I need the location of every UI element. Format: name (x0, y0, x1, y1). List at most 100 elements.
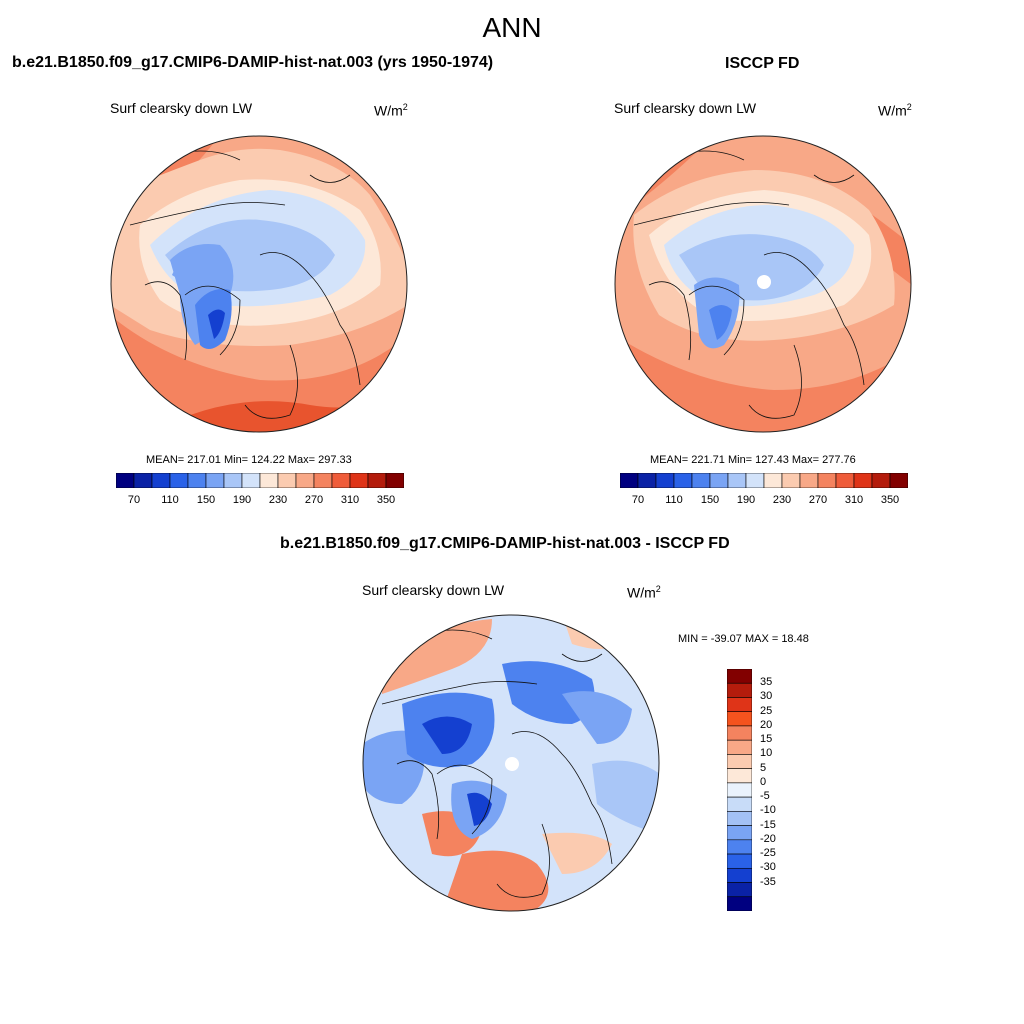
panel3-colorbar-swatch (726, 725, 753, 741)
panel3-colorbar-swatch (726, 711, 753, 727)
panel2-colorbar-swatch (655, 472, 675, 489)
panel3-units: W/m2 (627, 584, 661, 601)
panel2-units: W/m2 (878, 102, 912, 119)
panel1-colorbar-swatch (349, 472, 369, 489)
panel1-stats: MEAN= 217.01 Min= 124.22 Max= 297.33 (146, 454, 352, 466)
panel3-colorbar-swatch (726, 825, 753, 841)
panel1-colorbar-ticks: 70 110 150 190 230 270 310 350 (116, 494, 404, 508)
panel3-colorbar-tick-label: 35 (760, 676, 773, 689)
panel2-polar-map (614, 135, 912, 433)
panel3-colorbar-tick-label: -15 (760, 818, 776, 831)
panel2-colorbar-swatch (781, 472, 801, 489)
panel1-colorbar-swatch (187, 472, 207, 489)
panel1-title: b.e21.B1850.f09_g17.CMIP6-DAMIP-hist-nat… (12, 54, 494, 71)
panel3-colorbar-tick-label: -30 (760, 861, 776, 874)
panel1-colorbar-tick-label: 110 (161, 494, 179, 506)
panel2-colorbar-ticks: 70 110 150 190 230 270 310 350 (620, 494, 908, 508)
panel1-colorbar-swatches (115, 472, 405, 489)
panel3-colorbar-swatch (726, 668, 753, 684)
panel3-colorbar-tick-label: 10 (760, 747, 773, 760)
panel2-variable-label: Surf clearsky down LW (614, 100, 757, 116)
panel3-colorbar-tick-label: -10 (760, 804, 776, 817)
panel1-colorbar-swatch (259, 472, 279, 489)
panel3-colorbar-tick-label: 0 (760, 775, 767, 788)
panel2-colorbar-tick-label: 150 (700, 494, 720, 506)
panel2-stats: MEAN= 221.71 Min= 127.43 Max= 277.76 (650, 454, 856, 466)
panel1-colorbar-tick-label: 350 (376, 494, 396, 506)
panel2-colorbar-swatch (853, 472, 873, 489)
panel3-colorbar (726, 668, 753, 912)
panel1-colorbar-tick-label: 190 (232, 494, 252, 506)
panel3-colorbar-swatch (726, 682, 753, 698)
panel2-colorbar-swatch (871, 472, 891, 489)
panel1-colorbar-swatch (313, 472, 333, 489)
panel1-colorbar-swatch (205, 472, 225, 489)
panel1-colorbar-tick-label: 270 (304, 494, 324, 506)
panel3-colorbar-tick-label: 30 (760, 690, 773, 703)
panel2-colorbar-swatch (619, 472, 639, 489)
panel1-colorbar-swatch (385, 472, 405, 489)
panel3-title: b.e21.B1850.f09_g17.CMIP6-DAMIP-hist-nat… (280, 535, 730, 552)
panel3-colorbar-swatch (726, 811, 753, 826)
panel1-colorbar-swatch (367, 472, 387, 489)
panel1-colorbar-tick-label: 310 (340, 494, 360, 506)
panel2-colorbar-swatch (637, 472, 657, 489)
panel1-polar-map (110, 135, 408, 433)
panel3-colorbar-tick-label: 20 (760, 718, 773, 731)
panel1-colorbar-swatch (169, 472, 189, 489)
panel2-colorbar-swatch (691, 472, 711, 489)
panel1-colorbar-swatch (331, 472, 351, 489)
panel2-colorbar-tick-label: 70 (631, 494, 645, 506)
panel3-stats: MIN = -39.07 MAX = 18.48 (678, 633, 809, 645)
panel3-colorbar-tick-label: -35 (760, 875, 776, 888)
panel3-colorbar-swatch (726, 896, 753, 912)
panel3-colorbar-tick-label: 5 (760, 761, 767, 774)
panel1-units: W/m2 (374, 102, 408, 119)
panel3-colorbar-swatch (726, 867, 753, 883)
panel3-colorbar-tick-label: 25 (760, 704, 773, 717)
panel3-colorbar-tick-label: -20 (760, 832, 776, 845)
panel2-colorbar-tick-label: 350 (880, 494, 900, 506)
panel2-colorbar-swatch (763, 472, 783, 489)
panel3-colorbar-swatch (726, 754, 753, 769)
panel2-colorbar-swatches (619, 472, 909, 489)
panel1-colorbar-swatch (241, 472, 261, 489)
panel3-polar-map (362, 614, 660, 912)
panel1-colorbar-swatch (223, 472, 243, 489)
panel2-colorbar-tick-label: 230 (772, 494, 792, 506)
panel3-colorbar-swatch (726, 782, 753, 798)
panel3-colorbar-swatches (726, 668, 753, 912)
panel2-colorbar (619, 472, 909, 489)
panel3-colorbar-tick-label: 15 (760, 733, 773, 746)
panel2-colorbar-swatch (835, 472, 855, 489)
panel3-colorbar-tick-label: -25 (760, 847, 776, 860)
panel1-colorbar-tick-label: 70 (127, 494, 141, 506)
main-title: ANN (482, 12, 542, 43)
panel3-colorbar-swatch (726, 839, 753, 855)
panel1-colorbar (115, 472, 405, 489)
panel2-title: ISCCP FD (725, 55, 800, 72)
panel3-colorbar-swatch (726, 853, 753, 869)
panel1-colorbar-swatch (133, 472, 153, 489)
panel2-colorbar-tick-label: 310 (844, 494, 864, 506)
panel3-colorbar-tick-label: -5 (760, 790, 770, 803)
panel2-colorbar-tick-label: 270 (808, 494, 828, 506)
panel2-colorbar-swatch (709, 472, 729, 489)
panel3-colorbar-swatch (726, 697, 753, 713)
panel2-colorbar-swatch (727, 472, 747, 489)
panel3-colorbar-swatch (726, 796, 753, 812)
panel3-colorbar-ticks: 35 30 25 20 15 10 5 0 -5 -10 -15 -20 -25 -30 -35 (760, 669, 800, 911)
panel2-colorbar-swatch (745, 472, 765, 489)
panel3-colorbar-swatch (726, 739, 753, 755)
panel2-colorbar-swatch (673, 472, 693, 489)
panel2-colorbar-swatch (817, 472, 837, 489)
panel1-colorbar-swatch (115, 472, 135, 489)
panel1-colorbar-tick-label: 150 (196, 494, 216, 506)
panel1-colorbar-swatch (151, 472, 171, 489)
panel1-colorbar-tick-label: 230 (268, 494, 288, 506)
panel2-colorbar-swatch (889, 472, 909, 489)
panel1-variable-label: Surf clearsky down LW (110, 100, 253, 116)
panel2-colorbar-tick-label: 190 (736, 494, 756, 506)
panel3-variable-label: Surf clearsky down LW (362, 582, 505, 598)
panel1-colorbar-swatch (277, 472, 297, 489)
